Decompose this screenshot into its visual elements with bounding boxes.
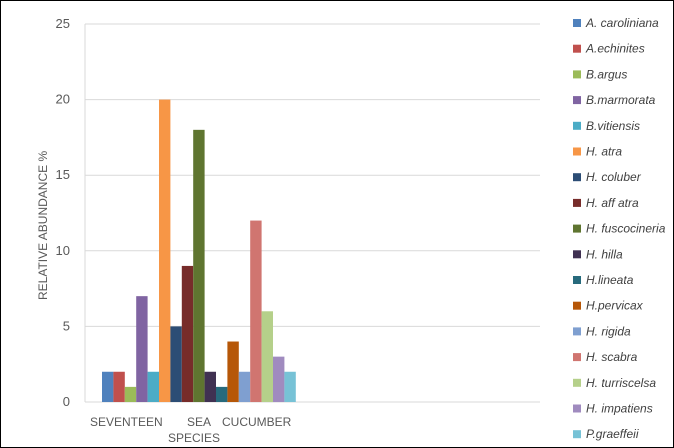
x-label-word-3: SPECIES [168,431,220,445]
legend-swatch [573,173,581,182]
y-tick-label: 5 [63,318,70,333]
bars [102,99,296,402]
legend-swatch [573,276,581,284]
y-tick-labels: 0 5 10 15 20 25 [56,16,70,409]
y-axis-label: RELATIVE ABUNDANCE % [36,151,50,300]
x-label-word-2: SEA [187,415,211,429]
legend-swatch [573,19,581,27]
bar [136,296,148,402]
bar [261,311,273,402]
bar [193,129,205,402]
bar [238,371,251,402]
legend-swatch [573,378,581,387]
bar [147,371,159,402]
y-tick-label: 20 [56,92,70,107]
bar [124,386,137,402]
legend-label: H. impatiens [586,402,653,416]
bar [216,386,228,402]
legend-label: H. scabra [586,350,638,364]
legend-swatch [573,96,581,105]
legend-swatch [573,250,581,259]
legend: A. caroliniana A.echinites B.argus B.marmor… [573,16,666,441]
legend-swatch [573,404,581,413]
bar [159,99,171,402]
y-tick-label: 10 [56,243,70,258]
x-label-word-1: SEVENTEEN [90,415,163,429]
legend-swatch [573,224,581,233]
legend-swatch [573,353,581,362]
bar [102,371,114,402]
bar [250,220,262,402]
y-tick-label: 25 [56,16,70,31]
bar [181,265,194,402]
legend-label: B.marmorata [586,93,656,107]
legend-swatch [573,147,581,156]
bar [170,326,182,402]
bar [113,371,125,402]
legend-swatch [573,327,581,336]
bar [227,341,239,402]
legend-label: B.argus [586,67,627,81]
x-label-word-4: CUCUMBER [222,415,292,429]
legend-label: H. turriscelsa [586,376,656,390]
legend-label: H. aff atra [586,196,639,210]
legend-label: A. caroliniana [585,16,659,30]
gridlines [84,23,540,403]
legend-swatch [573,44,581,53]
legend-label: H. coluber [586,170,642,184]
legend-label: H. atra [586,145,622,159]
y-tick-label: 15 [56,167,70,182]
legend-label: H. hilla [586,247,623,261]
legend-label: H. fuscocineria [586,222,666,236]
legend-label: P.graeffeii [586,427,639,441]
legend-label: A.echinites [585,42,645,56]
legend-swatch [573,198,581,207]
legend-label: H.pervicax [586,299,644,313]
legend-label: H.lineata [586,273,634,287]
y-tick-label: 0 [63,394,70,409]
legend-label: B.vitiensis [586,119,640,133]
legend-swatch [573,430,581,439]
legend-swatch [573,301,581,310]
legend-swatch [573,70,581,79]
bar [204,371,216,402]
bar [273,356,285,402]
bar [284,371,296,402]
legend-swatch [573,121,581,130]
legend-label: H. rigida [586,324,631,338]
